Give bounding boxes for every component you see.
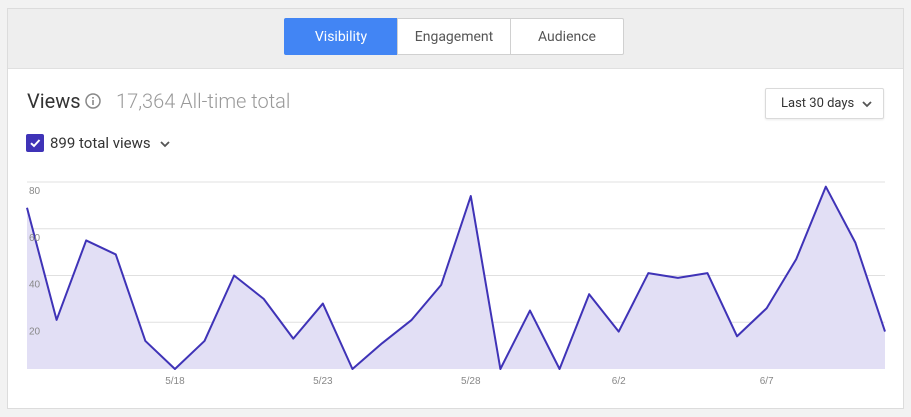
- views-chart: 80 60 40 20 5/18 5/23 5/28 6/2 6/7: [24, 174, 888, 387]
- data-point[interactable]: [202, 338, 208, 344]
- tab-group: Visibility Engagement Audience: [284, 18, 624, 55]
- data-point[interactable]: [261, 296, 267, 302]
- data-point[interactable]: [409, 317, 415, 323]
- y-tick-label: 60: [29, 233, 41, 244]
- date-range-dropdown[interactable]: Last 30 days: [765, 88, 884, 119]
- data-point[interactable]: [586, 291, 592, 297]
- views-chart-svg: 80 60 40 20 5/18 5/23 5/28 6/2 6/7: [24, 181, 888, 387]
- x-tick-label: 6/2: [612, 376, 626, 387]
- data-point[interactable]: [616, 329, 622, 335]
- data-point[interactable]: [438, 282, 444, 288]
- chevron-down-icon: [862, 101, 872, 108]
- series-toggle[interactable]: 899 total views: [26, 134, 171, 152]
- data-point[interactable]: [349, 366, 355, 372]
- tab-audience[interactable]: Audience: [510, 18, 624, 55]
- data-point[interactable]: [468, 193, 474, 199]
- checkmark-icon: [30, 139, 41, 148]
- series-label: 899 total views: [50, 134, 151, 152]
- series-checkbox[interactable]: [26, 134, 44, 152]
- data-point[interactable]: [852, 240, 858, 246]
- data-point[interactable]: [497, 366, 503, 372]
- info-icon[interactable]: [85, 93, 101, 109]
- x-tick-label: 5/18: [165, 376, 185, 387]
- data-point[interactable]: [24, 205, 30, 211]
- views-title: Views: [27, 89, 81, 113]
- series-area: [27, 186, 885, 369]
- data-point[interactable]: [231, 273, 237, 279]
- data-point[interactable]: [83, 237, 89, 243]
- x-tick-label: 5/23: [313, 376, 333, 387]
- date-range-label: Last 30 days: [781, 96, 855, 111]
- tab-bar: Visibility Engagement Audience: [8, 9, 903, 69]
- y-tick-label: 20: [29, 326, 41, 337]
- data-point[interactable]: [379, 340, 385, 346]
- series-line: [26, 185, 886, 370]
- data-point[interactable]: [764, 305, 770, 311]
- chevron-down-icon[interactable]: [159, 138, 171, 150]
- data-point[interactable]: [675, 275, 681, 281]
- x-tick-label: 5/28: [461, 376, 481, 387]
- data-point[interactable]: [704, 270, 710, 276]
- data-point[interactable]: [113, 251, 119, 257]
- y-tick-label: 40: [29, 280, 41, 291]
- data-point[interactable]: [320, 301, 326, 307]
- data-point[interactable]: [557, 366, 563, 372]
- data-point[interactable]: [172, 366, 178, 372]
- data-point[interactable]: [823, 184, 829, 190]
- tab-visibility[interactable]: Visibility: [284, 18, 398, 55]
- data-point[interactable]: [734, 333, 740, 339]
- data-point[interactable]: [527, 308, 533, 314]
- all-time-total: 17,364 All-time total: [116, 89, 291, 113]
- data-point[interactable]: [54, 317, 60, 323]
- tab-engagement[interactable]: Engagement: [397, 18, 511, 55]
- data-point[interactable]: [142, 338, 148, 344]
- data-point[interactable]: [882, 329, 888, 335]
- analytics-panel: Visibility Engagement Audience Views 17,…: [7, 8, 904, 409]
- data-point[interactable]: [793, 256, 799, 262]
- data-point[interactable]: [645, 270, 651, 276]
- y-tick-label: 80: [29, 186, 41, 197]
- x-tick-label: 6/7: [760, 376, 774, 387]
- data-point[interactable]: [290, 336, 296, 342]
